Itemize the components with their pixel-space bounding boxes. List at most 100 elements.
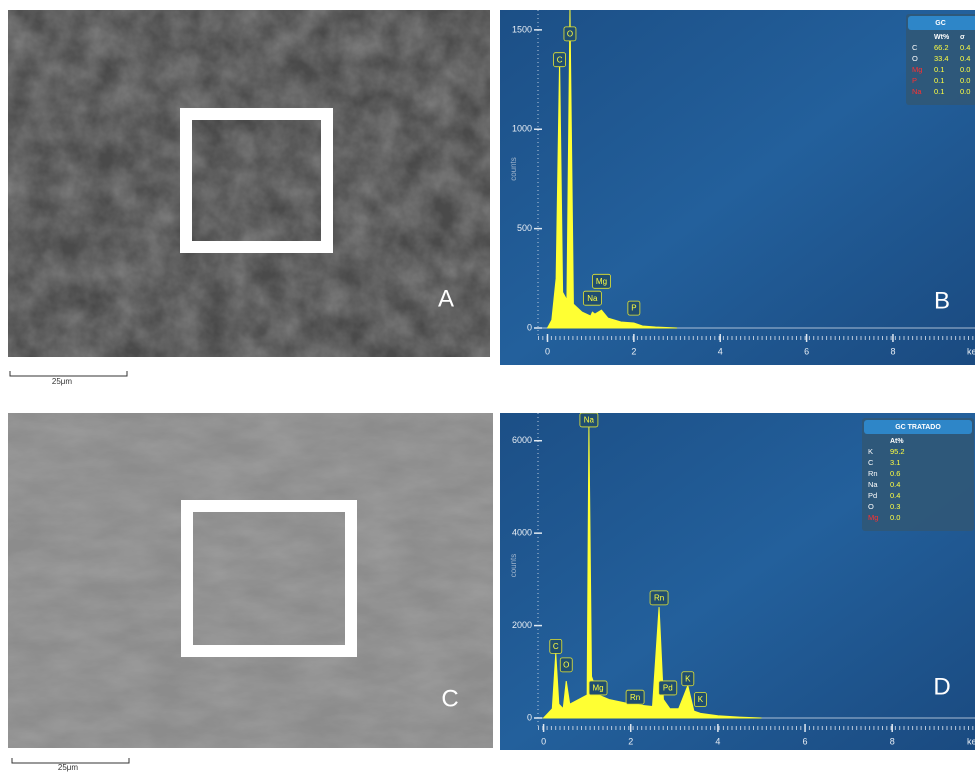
table-symbol: Pd	[868, 491, 877, 500]
table-cell: 0.4	[960, 43, 970, 52]
peak-label: C	[553, 642, 559, 651]
peak-label-box	[627, 300, 641, 316]
x-tick-label: 4	[715, 736, 720, 746]
y-tick-label: 6000	[512, 435, 532, 445]
quant-table: GC Wt% σ C 66.2 0.4 O 33.4 0.4 Mg 0.1 0.0 P 0.1 0.0 Na 0…	[906, 14, 975, 105]
table-symbol: K	[868, 447, 873, 456]
y-tick-label: 500	[517, 223, 532, 233]
table-symbol: Na	[912, 87, 922, 96]
peak-label-box	[583, 290, 602, 306]
table-background	[906, 14, 975, 105]
peak-label-box	[681, 671, 695, 687]
scale-bar: 25μm	[11, 758, 130, 772]
peak-label: C	[557, 55, 563, 64]
peak-label: Na	[587, 294, 598, 303]
table-symbol: Rn	[868, 469, 878, 478]
x-tick-label: 2	[631, 346, 636, 356]
peak-label-box	[694, 692, 707, 707]
scale-bar: 25μm	[9, 371, 128, 386]
table-cell: 0.3	[890, 502, 900, 511]
scale-label: 25μm	[58, 763, 79, 772]
table-symbol: Mg	[912, 65, 922, 74]
spectrum	[546, 10, 678, 329]
table-symbol: P	[912, 76, 917, 85]
peak-label-box	[559, 657, 573, 673]
peak-label: Na	[584, 416, 595, 425]
table-column-header: Wt%	[934, 34, 950, 41]
table-cell: 0.4	[890, 491, 900, 500]
peak-label-box	[588, 680, 608, 696]
peak-label: O	[567, 29, 573, 38]
peak-label-box	[649, 590, 669, 606]
x-axis-label: ke	[967, 346, 975, 356]
table-cell: 0.4	[960, 54, 970, 63]
sem-image: C	[8, 413, 493, 748]
table-cell: 0.0	[960, 76, 970, 85]
x-tick-label: 0	[541, 736, 546, 746]
table-cell: 0.0	[890, 513, 900, 522]
peak-label-box	[553, 52, 566, 68]
table-symbol: Na	[868, 480, 878, 489]
peak-label: K	[685, 674, 691, 683]
peak-label-box	[658, 680, 678, 696]
y-tick-label: 4000	[512, 528, 532, 538]
panel-label: D	[933, 673, 950, 700]
peak-label: K	[698, 695, 704, 704]
table-cell: 3.1	[890, 458, 900, 467]
y-tick-label: 2000	[512, 620, 532, 630]
table-symbol: Mg	[868, 513, 878, 522]
x-tick-label: 8	[890, 736, 895, 746]
panel-label: B	[934, 287, 950, 314]
x-tick-label: 0	[545, 346, 550, 356]
table-cell: 66.2	[934, 43, 949, 52]
peak-label: Rn	[654, 593, 664, 602]
peak-label: Mg	[592, 684, 603, 693]
peak-label: Rn	[630, 693, 640, 702]
x-tick-label: 6	[803, 736, 808, 746]
peak-label-box	[579, 413, 599, 428]
table-cell: 0.1	[934, 87, 944, 96]
y-tick-label: 1500	[512, 24, 532, 34]
panel-label: A	[438, 285, 454, 312]
table-cell: 0.1	[934, 76, 944, 85]
y-axis-label: counts	[509, 157, 518, 181]
panel-label: C	[441, 685, 458, 712]
table-cell: 95.2	[890, 447, 905, 456]
selection-box	[181, 500, 357, 657]
table-cell: 0.4	[890, 480, 900, 489]
y-tick-label: 1000	[512, 124, 532, 134]
table-cell: 33.4	[934, 54, 949, 63]
sem-image: A	[8, 10, 490, 357]
table-background	[862, 418, 974, 531]
table-column-header: At%	[890, 438, 904, 445]
quant-table: GC TRATADO At% K 95.2 C 3.1 Rn 0.6 Na 0.4 Pd 0.4 O 0.…	[862, 418, 974, 531]
x-tick-label: 2	[628, 736, 633, 746]
peak-label: Mg	[596, 277, 607, 286]
peak-label: Pd	[663, 684, 673, 693]
peak-label-box	[592, 273, 611, 289]
table-cell: 0.6	[890, 469, 900, 478]
table-symbol: O	[868, 502, 874, 511]
peak-label-box	[625, 689, 645, 705]
table-column-header: σ	[960, 34, 965, 41]
spectrum	[542, 426, 762, 719]
peak-label: P	[631, 304, 636, 313]
table-header	[908, 16, 975, 30]
plot-background	[500, 10, 975, 365]
table-title: GC	[935, 20, 946, 27]
y-tick-label: 0	[527, 712, 532, 722]
table-symbol: C	[912, 43, 918, 52]
x-axis-label: ke	[967, 736, 975, 746]
peak-label-box	[563, 26, 577, 42]
peak-label: O	[563, 660, 569, 669]
table-symbol: C	[868, 458, 874, 467]
table-cell: 0.0	[960, 87, 970, 96]
table-header	[864, 420, 972, 434]
scale-label: 25μm	[52, 377, 73, 386]
table-title: GC TRATADO	[895, 424, 941, 431]
x-tick-label: 8	[890, 346, 895, 356]
